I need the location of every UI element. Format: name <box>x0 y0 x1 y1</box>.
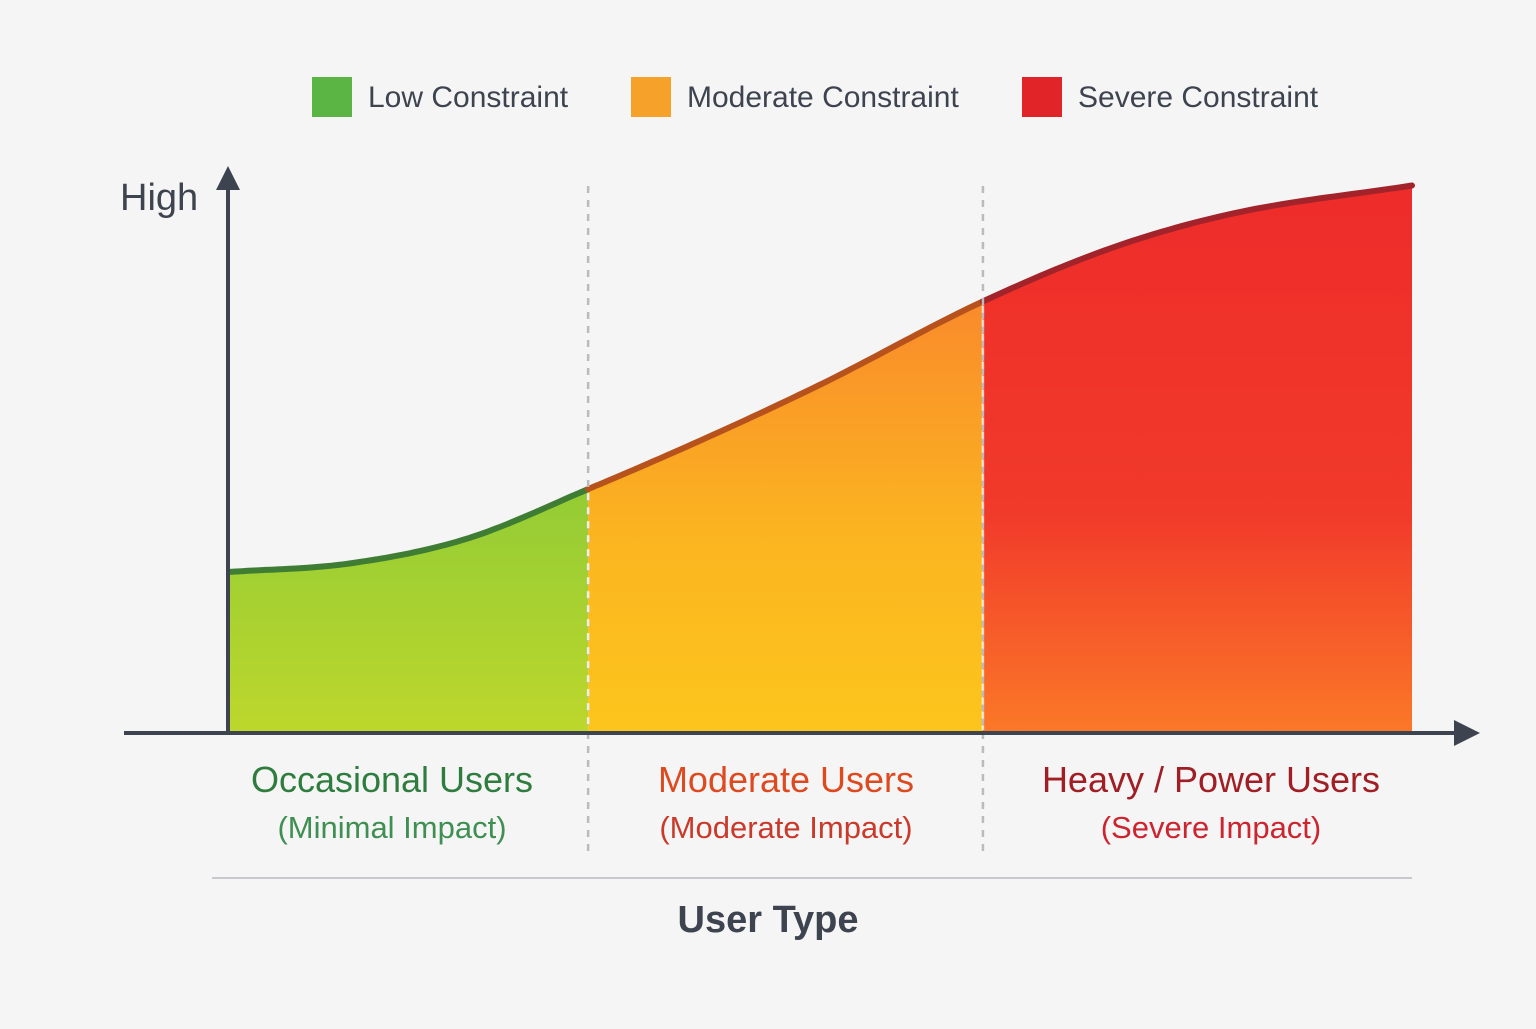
curve-line-low <box>227 486 592 575</box>
segment-subtitle-occasional-users: (Minimal Impact) <box>277 810 506 845</box>
x-axis-arrow-icon <box>1454 720 1480 746</box>
legend-label-severe-constraint: Severe Constraint <box>1078 81 1319 114</box>
y-axis-arrow-icon <box>216 166 240 190</box>
y-axis-high-label: High <box>120 177 198 219</box>
legend-swatch-moderate-constraint <box>631 77 671 117</box>
legend-swatch-low-constraint <box>312 77 352 117</box>
segment-subtitle-heavy-power-users: (Severe Impact) <box>1101 810 1322 845</box>
axes: High <box>120 166 1480 746</box>
area-severe-constraint <box>982 185 1412 732</box>
x-axis-title: User Type <box>678 899 859 941</box>
segment-dividers <box>586 186 985 852</box>
curve-line-moderate <box>585 298 986 493</box>
area-fills <box>230 185 1412 732</box>
area-low-constraint <box>230 489 589 732</box>
segment-labels: Occasional Users (Minimal Impact) Moderate… <box>251 759 1380 845</box>
segment-subtitle-moderate-users: (Moderate Impact) <box>659 810 912 845</box>
segment-title-heavy-power-users: Heavy / Power Users <box>1042 759 1380 800</box>
curve-line-severe <box>979 182 1415 305</box>
segment-title-moderate-users: Moderate Users <box>658 759 914 800</box>
legend-swatch-severe-constraint <box>1022 77 1062 117</box>
legend: Low Constraint Moderate Constraint Severe … <box>312 77 1319 117</box>
legend-label-low-constraint: Low Constraint <box>368 81 569 114</box>
area-moderate-constraint <box>588 301 983 732</box>
legend-label-moderate-constraint: Moderate Constraint <box>687 81 959 114</box>
segment-title-occasional-users: Occasional Users <box>251 759 533 800</box>
curve-line-group <box>227 182 1415 575</box>
